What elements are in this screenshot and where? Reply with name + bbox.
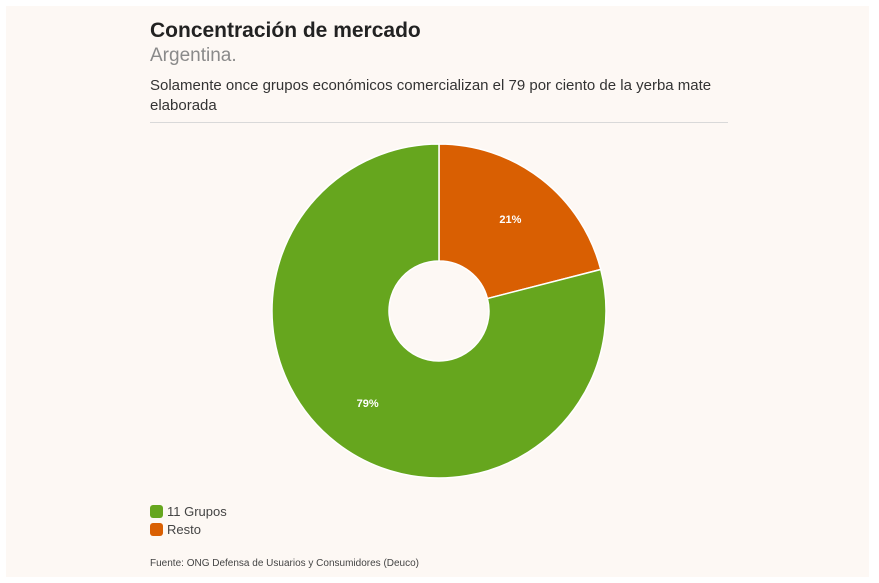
data-label-11-grupos: 79% bbox=[357, 398, 379, 410]
chart-title: Concentración de mercado bbox=[150, 19, 421, 42]
donut-chart: 21% 79% bbox=[271, 143, 607, 479]
pie-slice-resto[interactable] bbox=[438, 143, 602, 300]
source-note: Fuente: ONG Defensa de Usuarios y Consum… bbox=[150, 558, 420, 569]
pie-slice-11-grupos[interactable] bbox=[271, 143, 607, 479]
legend-label-resto: Resto bbox=[167, 521, 201, 537]
chart-description: Solamente once grupos económicos comerci… bbox=[150, 76, 728, 123]
chart-card: Concentración de mercado Argentina. Sola… bbox=[6, 6, 869, 577]
legend-label-grupos: 11 Grupos bbox=[167, 503, 227, 519]
legend-swatch-grupos bbox=[150, 504, 163, 518]
legend-swatch-resto bbox=[150, 522, 163, 536]
chart-subtitle: Argentina. bbox=[150, 45, 237, 66]
legend-item-grupos[interactable]: 11 Grupos bbox=[150, 502, 227, 520]
legend: 11 Grupos Resto bbox=[150, 502, 227, 538]
chart-header: Concentración de mercado Argentina. Sola… bbox=[150, 18, 728, 123]
data-label-resto: 21% bbox=[499, 214, 521, 226]
legend-item-resto[interactable]: Resto bbox=[150, 520, 227, 538]
